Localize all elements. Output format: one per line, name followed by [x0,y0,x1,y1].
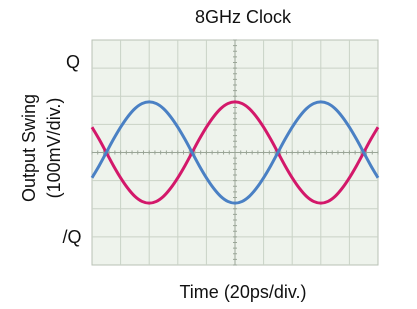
x-axis-label: Time (20ps/div.) [179,282,306,302]
chart: 8GHz Clock Time (20ps/div.) Output Swing… [0,0,417,309]
annotation: /Q [62,227,81,247]
y-axis-label: Output Swing [19,94,39,202]
annotation: Q [66,52,80,72]
page: 8GHz Clock Time (20ps/div.) Output Swing… [0,0,417,309]
chart-title: 8GHz Clock [195,7,292,27]
y-axis-label: (100mV/div.) [44,98,64,199]
